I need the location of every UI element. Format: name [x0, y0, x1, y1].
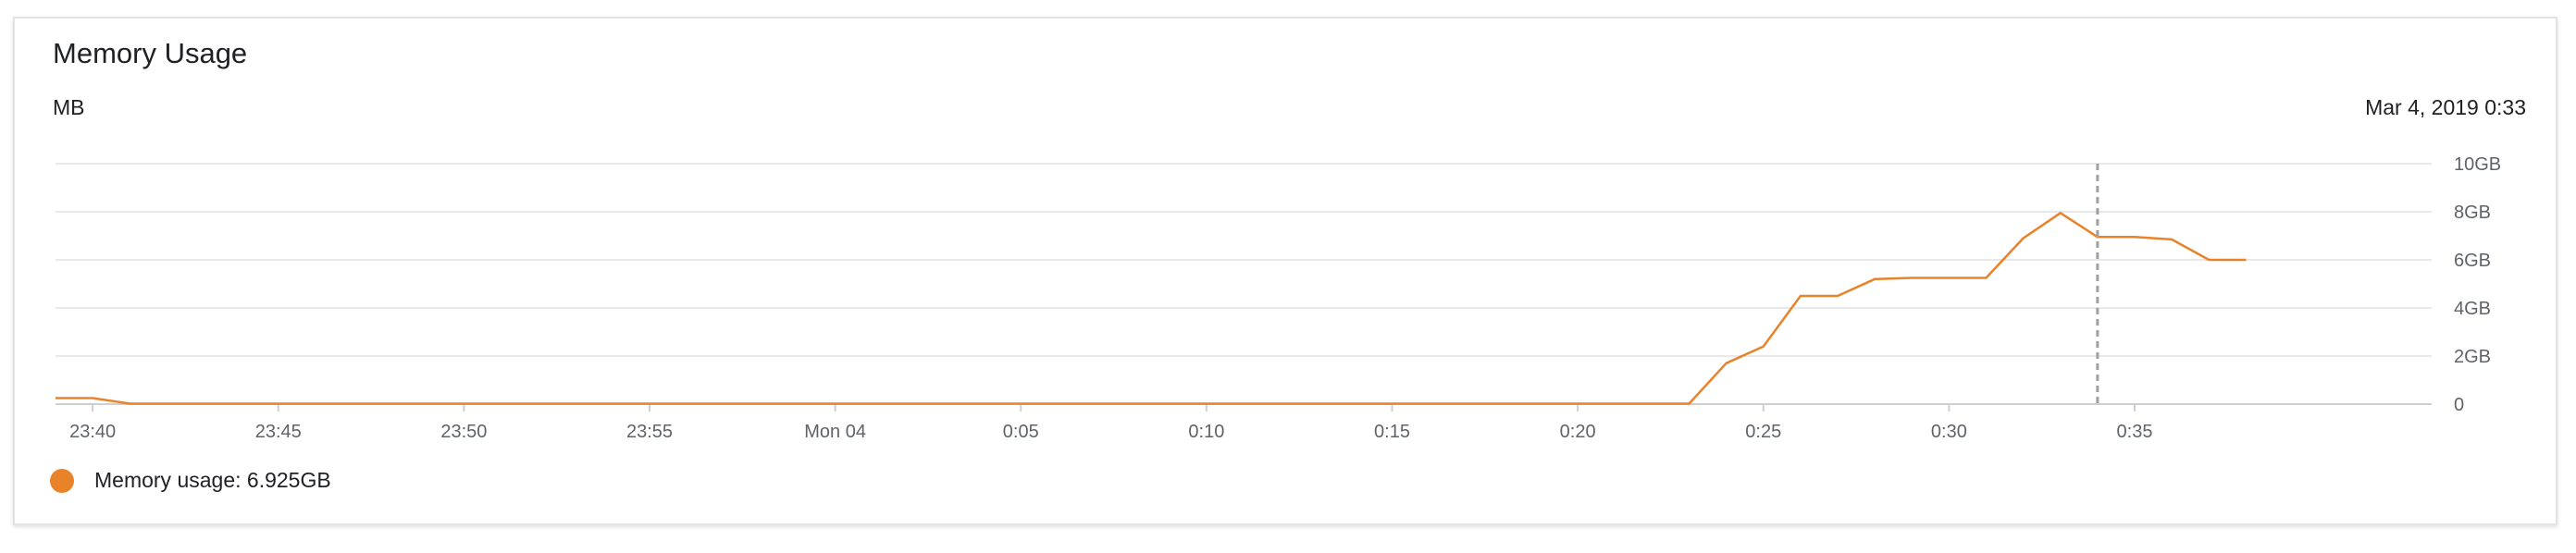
legend[interactable]: Memory usage: 6.925GB [50, 468, 331, 493]
x-tick-label: 0:05 [1003, 422, 1039, 442]
unit-label: MB [53, 95, 85, 119]
y-tick-label: 6GB [2454, 251, 2491, 271]
y-axis-labels: 0 2GB 4GB 6GB 8GB 10GB [2454, 154, 2501, 415]
x-tick-label: 0:10 [1188, 422, 1224, 442]
y-tick-label: 2GB [2454, 347, 2491, 367]
x-tick-label: 23:40 [69, 422, 116, 442]
memory-usage-chart[interactable]: 0 2GB 4GB 6GB 8GB 10GB 23:40 23:45 23:50 23:55 Mo… [15, 18, 2559, 527]
x-tick-label: 23:50 [440, 422, 487, 442]
x-axis-labels: 23:40 23:45 23:50 23:55 Mon 04 0:05 0:10 0:15 0:… [69, 404, 2152, 442]
x-tick-label: 0:20 [1560, 422, 1596, 442]
legend-swatch [50, 468, 74, 493]
x-tick-label: 23:55 [626, 422, 673, 442]
hover-timestamp: Mar 4, 2019 0:33 [2365, 95, 2526, 119]
y-tick-label: 0 [2454, 395, 2464, 415]
memory-usage-card: Memory Usage MB Mar 4, 2019 0:33 0 2GB 4GB… [13, 17, 2557, 525]
x-tick-label: 0:30 [1931, 422, 1967, 442]
x-tick-label: 0:15 [1374, 422, 1410, 442]
x-tick-label: Mon 04 [804, 422, 866, 442]
series-line-memory-usage[interactable] [56, 212, 2247, 405]
y-tick-label: 4GB [2454, 299, 2491, 319]
x-tick-label: 23:45 [255, 422, 302, 442]
y-tick-label: 8GB [2454, 203, 2491, 223]
series-layer [56, 212, 2247, 405]
card-title: Memory Usage [53, 37, 248, 69]
x-tick-label: 0:35 [2117, 422, 2153, 442]
x-tick-label: 0:25 [1745, 422, 1781, 442]
legend-label: Memory usage: 6.925GB [94, 468, 331, 492]
grid-lines [56, 163, 2432, 405]
y-tick-label: 10GB [2454, 154, 2501, 175]
